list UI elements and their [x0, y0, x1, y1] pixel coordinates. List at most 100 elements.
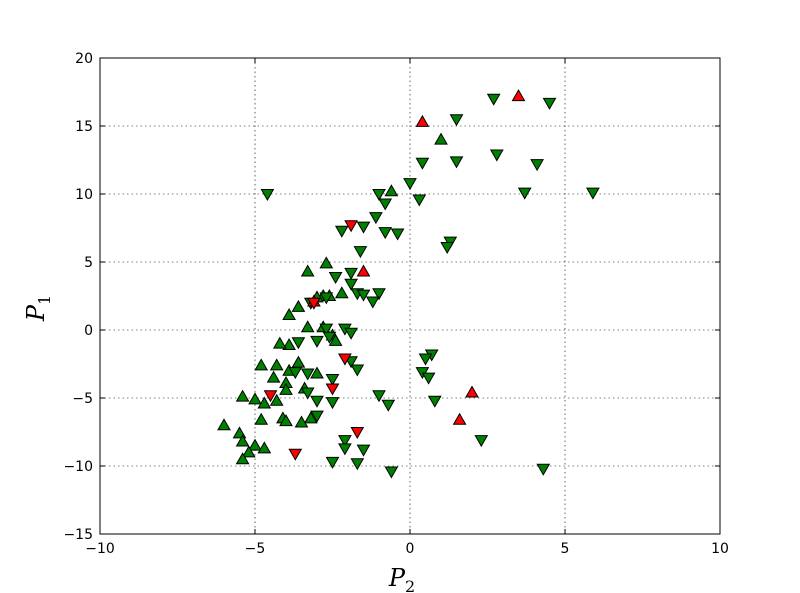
grid-lines	[100, 58, 720, 534]
x-tick-label: −10	[85, 541, 115, 557]
triangle-up-point	[235, 452, 250, 465]
data-points	[217, 89, 600, 479]
triangle-down-point	[356, 289, 371, 302]
y-tick-label: 10	[75, 187, 93, 203]
triangle-down-point	[353, 246, 368, 259]
triangle-down-point	[372, 390, 386, 403]
triangle-down-point	[356, 444, 371, 457]
triangle-down-point	[390, 228, 405, 241]
triangle-down-point	[350, 427, 365, 440]
triangle-up-point	[511, 89, 526, 102]
triangle-down-point	[427, 395, 442, 408]
triangle-down-point	[322, 331, 337, 344]
triangle-up-point	[282, 308, 296, 321]
triangle-down-point	[344, 267, 358, 280]
triangle-up-point	[248, 438, 262, 451]
triangle-down-point	[449, 156, 464, 169]
triangle-down-point	[325, 383, 340, 396]
triangle-down-point	[344, 220, 358, 233]
triangle-up-point	[310, 366, 324, 379]
triangle-down-point	[369, 212, 383, 225]
triangle-up-point	[282, 337, 296, 350]
triangle-down-point	[421, 372, 436, 385]
triangle-down-point	[310, 335, 324, 348]
triangle-down-point	[415, 157, 430, 170]
triangle-down-point	[334, 225, 349, 238]
triangle-up-point	[266, 370, 281, 383]
triangle-up-point	[291, 355, 306, 368]
triangle-down-point	[307, 297, 321, 310]
y-tick-label: −10	[63, 459, 93, 475]
triangle-down-point	[372, 189, 386, 202]
triangle-up-point	[415, 114, 430, 127]
triangle-up-point	[269, 358, 284, 371]
triangle-down-point	[489, 149, 504, 162]
triangle-down-point	[338, 353, 352, 366]
triangle-down-point	[542, 97, 557, 110]
x-tick-label: 0	[406, 541, 415, 557]
triangle-down-point	[260, 189, 275, 202]
triangle-up-point	[217, 418, 231, 431]
triangle-down-point	[328, 271, 343, 284]
triangle-down-point	[530, 159, 544, 172]
triangle-down-point	[300, 387, 315, 400]
plot-frame	[99, 57, 721, 535]
triangle-down-point	[356, 221, 371, 234]
triangle-down-point	[440, 242, 455, 255]
triangle-down-point	[474, 435, 489, 448]
triangle-up-point	[300, 320, 315, 333]
triangle-down-point	[403, 178, 417, 191]
triangle-down-point	[288, 448, 303, 461]
triangle-up-point	[232, 426, 247, 439]
triangle-up-point	[272, 336, 287, 349]
y-tick-label: −5	[72, 391, 93, 407]
triangle-down-point	[263, 390, 278, 403]
triangle-up-point	[384, 184, 399, 197]
triangle-up-point	[269, 393, 284, 406]
triangle-down-point	[381, 399, 396, 412]
triangle-up-point	[319, 256, 334, 269]
triangle-up-point	[241, 445, 256, 458]
triangle-up-point	[294, 415, 309, 428]
triangle-down-point	[319, 323, 334, 336]
triangle-down-point	[350, 458, 365, 471]
triangle-down-point	[338, 443, 352, 456]
triangle-up-point	[356, 264, 371, 277]
triangle-down-point	[412, 194, 427, 207]
triangle-down-point	[338, 435, 352, 448]
y-axis-label: P1	[22, 295, 54, 322]
triangle-down-point	[325, 456, 340, 469]
triangle-down-point	[418, 353, 433, 366]
triangle-down-point	[291, 337, 306, 350]
triangle-up-point	[291, 299, 306, 312]
triangle-down-point	[372, 288, 386, 301]
triangle-down-point	[310, 410, 324, 423]
triangle-down-point	[586, 187, 600, 200]
triangle-down-point	[378, 198, 393, 211]
triangle-down-point	[365, 296, 380, 309]
triangle-down-point	[325, 397, 340, 410]
triangle-down-point	[378, 227, 393, 240]
y-tick-label: 15	[75, 119, 93, 135]
triangle-up-point	[257, 441, 272, 454]
triangle-up-point	[334, 286, 349, 299]
triangle-up-point	[254, 358, 269, 371]
triangle-down-point	[300, 368, 315, 381]
x-tick-label: 5	[561, 541, 570, 557]
triangle-down-point	[384, 466, 399, 479]
x-axis-label: P2	[388, 564, 415, 593]
triangle-up-point	[303, 411, 318, 424]
triangle-up-point	[257, 396, 272, 409]
y-tick-label: 20	[75, 51, 93, 67]
triangle-up-point	[279, 414, 293, 427]
triangle-down-point	[319, 292, 334, 305]
triangle-up-point	[254, 412, 269, 425]
triangle-down-point	[344, 327, 358, 340]
triangle-up-point	[279, 382, 293, 395]
triangle-down-point	[325, 373, 340, 386]
triangle-up-point	[328, 333, 343, 346]
triangle-down-point	[350, 364, 365, 377]
triangle-down-point	[310, 395, 324, 408]
triangle-down-point	[486, 93, 501, 106]
